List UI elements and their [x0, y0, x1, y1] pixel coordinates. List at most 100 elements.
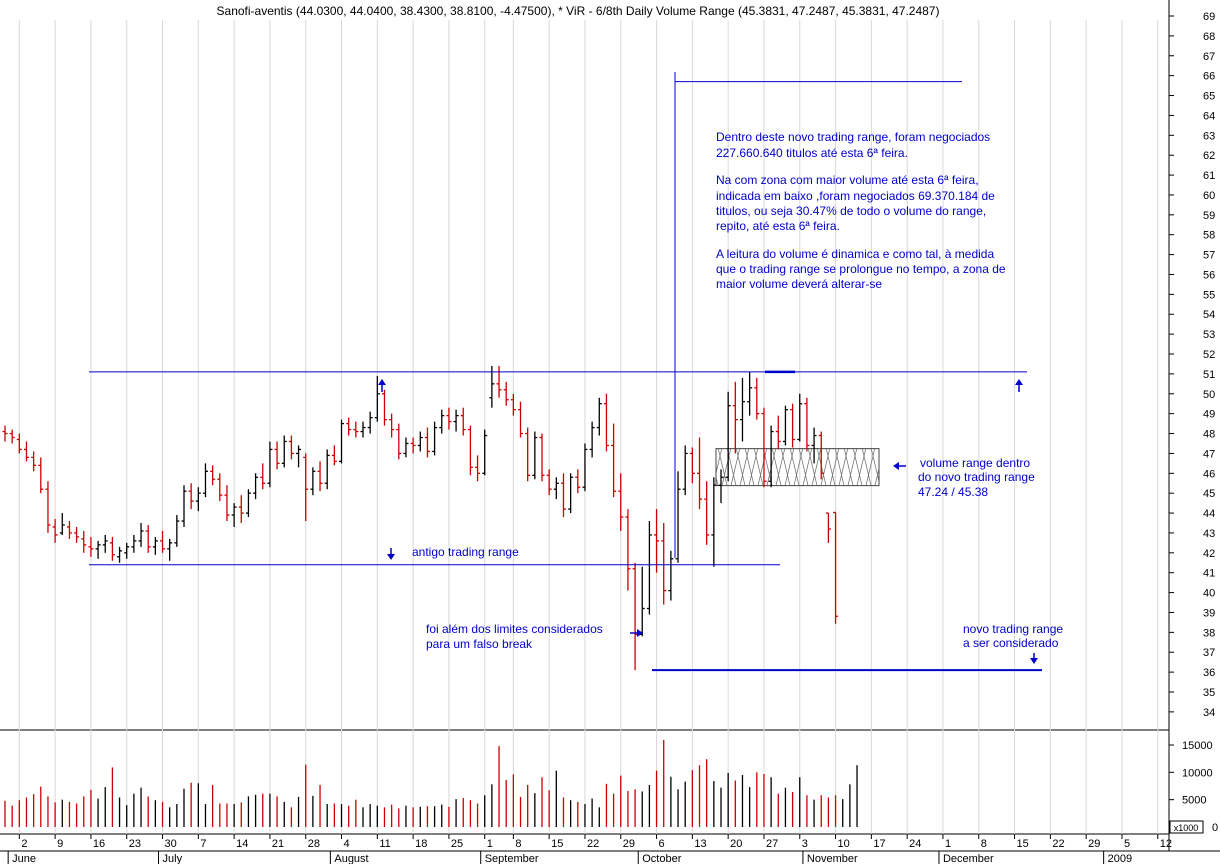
price-tick-label: 39: [1203, 607, 1215, 619]
date-tick-label: 15: [1017, 838, 1029, 850]
price-tick-label: 63: [1203, 130, 1215, 142]
date-tick-label: 20: [730, 838, 742, 850]
main-annotation: Dentro deste novo trading range, foram n…: [716, 130, 1006, 291]
price-axis: 34 35 36 37 38 39 40 41 42 43 44 45 46 47 48 49 50 51 52 53…: [1169, 11, 1215, 719]
date-tick-label: 9: [57, 838, 63, 850]
date-tick-label: 23: [129, 838, 141, 850]
price-tick-label: 64: [1203, 110, 1215, 122]
date-tick-label: 6: [659, 838, 665, 850]
date-tick-label: 8: [981, 838, 987, 850]
month-label: December: [943, 853, 994, 864]
date-tick-label: 29: [623, 838, 635, 850]
price-tick-label: 56: [1203, 269, 1215, 281]
volume-range-values: 47.24 / 45.38: [918, 485, 988, 499]
price-tick-label: 68: [1203, 31, 1215, 43]
price-tick-label: 58: [1203, 230, 1215, 242]
price-tick-label: 43: [1203, 528, 1215, 540]
price-tick-label: 53: [1203, 329, 1215, 341]
date-tick-label: 5: [1124, 838, 1130, 850]
price-tick-label: 59: [1203, 210, 1215, 222]
price-tick-label: 46: [1203, 468, 1215, 480]
price-tick-label: 60: [1203, 190, 1215, 202]
up-arrow-icon: [1015, 379, 1023, 392]
price-tick-label: 40: [1203, 588, 1215, 600]
price-tick-label: 41: [1203, 568, 1215, 580]
date-tick-label: 21: [272, 838, 284, 850]
volume-tick-label: 0: [1212, 822, 1218, 834]
month-label: August: [334, 853, 368, 864]
false-break-label: foi além dos limites considerados: [426, 622, 603, 636]
volume-tick-label: 15000: [1182, 740, 1213, 752]
month-label: 2009: [1108, 853, 1132, 864]
month-label: November: [807, 853, 858, 864]
date-tick-label: 10: [838, 838, 850, 850]
volume-range-zone: [715, 448, 880, 487]
false-break-label: para um falso break: [426, 637, 533, 651]
note-line: titulos, ou seja 30.47% de todo o volume…: [716, 204, 986, 218]
volume-axis: 0 5000 10000 15000: [1169, 740, 1218, 834]
volume-range-label: volume range dentro: [920, 456, 1030, 470]
month-label: July: [163, 853, 183, 864]
down-arrow-icon: [1030, 653, 1038, 664]
note-line: Na com zona com maior volume até esta 6ª…: [716, 173, 979, 187]
note-line: que o trading range se prolongue no temp…: [716, 262, 1006, 276]
price-tick-label: 45: [1203, 488, 1215, 500]
ohlc-bars: [2, 365, 839, 671]
month-label: September: [485, 853, 539, 864]
note-line: repito, até esta 6ª feira.: [716, 219, 840, 233]
note-line: indicada em baixo ,foram negociados 69.3…: [716, 189, 995, 203]
price-tick-label: 49: [1203, 409, 1215, 421]
date-tick-label: 1: [487, 838, 493, 850]
new-range-label: a ser considerado: [963, 636, 1059, 650]
price-tick-label: 66: [1203, 71, 1215, 83]
price-tick-label: 50: [1203, 389, 1215, 401]
date-axis: 2 9 16 23 30 7 14 21 28 4 11 18 25 1 8 15 22 29 6 13 20 27 3 10…: [18, 834, 1172, 850]
date-tick-label: 28: [308, 838, 320, 850]
date-tick-label: 8: [515, 838, 521, 850]
old-range-label: antigo trading range: [412, 545, 519, 559]
price-tick-label: 38: [1203, 627, 1215, 639]
price-tick-label: 62: [1203, 150, 1215, 162]
price-tick-label: 52: [1203, 349, 1215, 361]
month-label: June: [12, 853, 36, 864]
note-line: Dentro deste novo trading range, foram n…: [716, 130, 990, 144]
price-tick-label: 37: [1203, 647, 1215, 659]
date-tick-label: 12: [1160, 838, 1172, 850]
date-tick-label: 29: [1088, 838, 1100, 850]
right-arrow-icon: [630, 629, 643, 637]
price-tick-label: 57: [1203, 250, 1215, 262]
up-arrow-icon: [378, 379, 386, 392]
date-tick-label: 1: [945, 838, 951, 850]
month-label: October: [642, 853, 681, 864]
down-arrow-icon: [387, 548, 395, 560]
date-tick-label: 30: [165, 838, 177, 850]
volume-range-label: do novo trading range: [918, 470, 1035, 484]
left-arrow-icon: [893, 462, 906, 470]
price-tick-label: 35: [1203, 687, 1215, 699]
date-tick-label: 17: [873, 838, 885, 850]
price-tick-label: 47: [1203, 448, 1215, 460]
date-tick-label: 11: [379, 838, 390, 850]
date-tick-label: 13: [694, 838, 706, 850]
date-tick-label: 2: [21, 838, 27, 850]
price-tick-label: 51: [1203, 369, 1215, 381]
volume-tick-label: 5000: [1182, 795, 1206, 807]
date-tick-label: 22: [1052, 838, 1064, 850]
price-tick-label: 36: [1203, 667, 1215, 679]
date-tick-label: 18: [415, 838, 427, 850]
date-tick-label: 14: [236, 838, 248, 850]
price-tick-label: 54: [1203, 309, 1215, 321]
price-tick-label: 55: [1203, 289, 1215, 301]
price-tick-label: 44: [1203, 508, 1215, 520]
date-tick-label: 16: [93, 838, 105, 850]
date-tick-label: 3: [802, 838, 808, 850]
date-tick-label: 27: [766, 838, 778, 850]
price-tick-label: 61: [1203, 170, 1215, 182]
volume-unit-label: x1000: [1174, 823, 1199, 833]
price-tick-label: 42: [1203, 548, 1215, 560]
price-tick-label: 48: [1203, 429, 1215, 441]
month-axis: June July August September October November De…: [7, 851, 1132, 864]
date-tick-label: 4: [344, 838, 350, 850]
chart-title: Sanofi-aventis (44.0300, 44.0400, 38.430…: [217, 4, 940, 18]
